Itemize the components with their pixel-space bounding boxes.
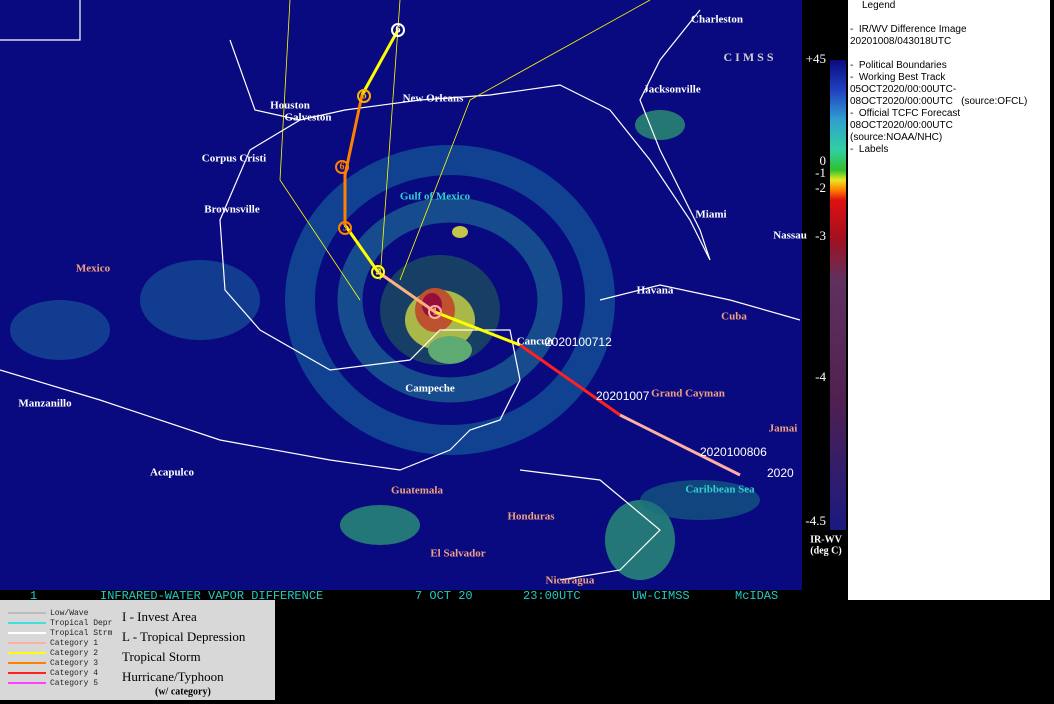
place-label: Gulf of Mexico <box>400 191 471 203</box>
key-line-label: Category 4 <box>50 669 98 678</box>
place-label: Honduras <box>507 511 555 523</box>
place-label: Brownsville <box>204 204 260 216</box>
political-boundaries <box>0 0 801 581</box>
track-marker <box>428 305 442 319</box>
place-label: Campeche <box>405 383 455 395</box>
place-label: Miami <box>695 209 726 221</box>
track-key: Low/Wave Tropical Depr Tropical Strm Catego… <box>0 600 275 700</box>
colorbar-tick: -3 <box>815 228 826 243</box>
key-symbol-label: I - Invest Area <box>122 609 197 624</box>
track-time: 2020100806 <box>700 445 767 459</box>
place-label: Cancun <box>517 336 554 348</box>
legend-line: 05OCT2020/00:00UTC- <box>850 84 957 95</box>
colorbar-unit: IR-WV <box>810 534 842 545</box>
place-label: Havana <box>637 285 674 297</box>
track-marker <box>357 89 371 103</box>
banner-text: 1 <box>30 589 37 600</box>
colorbar-unit: (deg C) <box>810 545 841 556</box>
place-label: Acapulco <box>150 467 195 479</box>
track-marker-label: 2 <box>376 266 381 277</box>
key-symbol-label: (w/ category) <box>155 686 211 697</box>
legend-line: - IR/WV Difference Image <box>850 24 967 35</box>
best-track <box>343 29 741 477</box>
logo: CIMSS <box>723 50 776 64</box>
track-time: 2020 <box>767 466 794 480</box>
track-time: 20201007 <box>596 389 650 403</box>
place-label: Jacksonville <box>643 84 701 96</box>
track-marker <box>338 221 352 235</box>
place-label: Galveston <box>284 112 331 124</box>
key-line-label: Category 2 <box>50 649 98 658</box>
legend-line: 20201008/043018UTC <box>850 36 952 47</box>
legend-line: (source:NOAA/NHC) <box>850 132 943 143</box>
colorbar-tick: -2 <box>815 180 826 195</box>
track-marker <box>371 265 385 279</box>
track-marker-label: 6 <box>340 161 345 172</box>
place-label: Houston <box>270 100 310 112</box>
key-line-label: Tropical Depr <box>50 619 113 628</box>
place-label: Caribbean Sea <box>685 484 755 496</box>
track-marker-label: 6 <box>396 24 401 35</box>
key-symbol-label: L - Tropical Depression <box>122 629 246 644</box>
banner-text: UW-CIMSS <box>632 589 690 600</box>
colorbar-tick: -4 <box>815 369 826 384</box>
key-line-label: Low/Wave <box>50 609 89 618</box>
key-line-label: Tropical Strm <box>50 629 113 638</box>
colorbar-tick: +45 <box>806 51 826 66</box>
place-label: Cuba <box>721 311 747 323</box>
track-time: 2020100712 <box>545 335 612 349</box>
key-symbol-label: Tropical Storm <box>122 649 201 664</box>
place-label: Corpus Cristi <box>202 153 266 165</box>
banner-text: McIDAS <box>735 589 778 600</box>
track-marker <box>391 23 405 37</box>
place-label: Jamai <box>769 423 798 435</box>
legend-line: - Working Best Track <box>850 72 946 83</box>
legend-line: 08OCT2020/00:00UTC (source:OFCL) <box>850 96 1028 107</box>
colorbar-tick: -4.5 <box>805 513 826 528</box>
track-marker-label: 1 <box>433 306 438 317</box>
key-line-label: Category 3 <box>50 659 98 668</box>
colorbar <box>830 60 846 530</box>
place-label: El Salvador <box>430 548 485 560</box>
legend-line: - Political Boundaries <box>850 60 947 71</box>
banner-text: INFRARED-WATER VAPOR DIFFERENCE <box>100 589 323 600</box>
track-marker-label: 3 <box>343 222 348 233</box>
key-symbol-label: Hurricane/Typhoon <box>122 669 224 684</box>
banner-text: 23:00UTC <box>523 589 581 600</box>
legend-line: 08OCT2020/00:00UTC <box>850 120 953 131</box>
colorbar-tick: 0 <box>820 153 827 168</box>
place-label: Nicaragua <box>546 575 595 587</box>
cloud-field <box>10 110 760 580</box>
track-marker <box>335 160 349 174</box>
legend-line: Legend <box>862 0 896 11</box>
banner-strip <box>0 590 802 600</box>
legend-panel: Legend - IR/WV Difference Image 20201008/0… <box>848 0 1050 600</box>
legend-line: - Labels <box>850 144 889 155</box>
key-line-label: Category 5 <box>50 679 98 688</box>
colorbar-tick: -1 <box>815 165 826 180</box>
place-label: New Orleans <box>403 93 465 105</box>
place-label: Manzanillo <box>18 398 72 410</box>
track-marker-label: 6 <box>362 90 367 101</box>
place-label: Grand Cayman <box>651 388 725 400</box>
banner-text: 7 OCT 20 <box>415 589 473 600</box>
place-label: Nassau <box>773 230 807 242</box>
place-label: Charleston <box>691 14 743 26</box>
key-line-label: Category 1 <box>50 639 98 648</box>
legend-line: - Official TCFC Forecast <box>850 108 961 119</box>
forecast-cone <box>279 0 651 301</box>
place-label: Guatemala <box>391 485 443 497</box>
place-label: Mexico <box>76 263 111 275</box>
